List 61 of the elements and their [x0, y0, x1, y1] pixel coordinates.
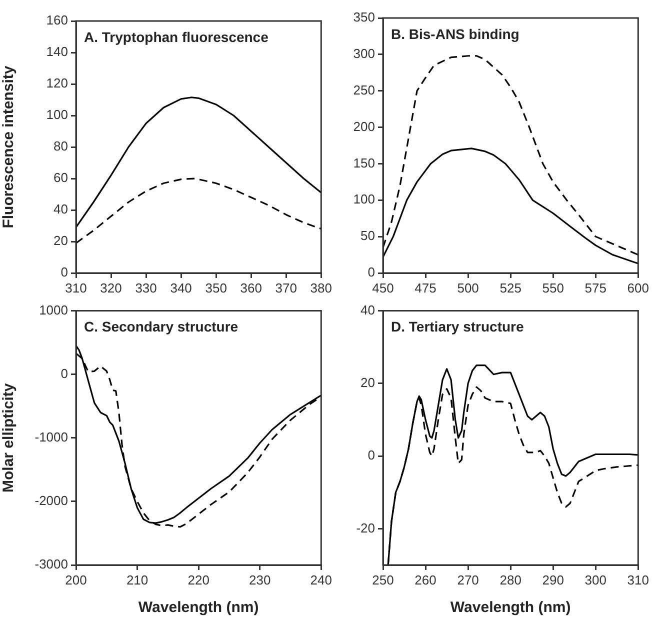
x-tick-label: 270 [457, 572, 479, 588]
x-tick-label: 230 [249, 572, 271, 588]
y-tick-label: 60 [54, 170, 68, 186]
x-tick-label: 310 [65, 280, 87, 296]
y-tick-label: -3000 [34, 556, 68, 572]
x-tick-label: 360 [240, 280, 262, 296]
y-tick-label: 1000 [39, 302, 68, 318]
y-tick-label: -2000 [34, 493, 68, 508]
y-tick-label: 40 [360, 302, 375, 318]
y-tick-label: 0 [368, 448, 375, 463]
x-tick-label: 350 [205, 280, 227, 296]
y-tick-label: 0 [60, 264, 68, 280]
text: B. Bis-ANS binding [391, 26, 520, 42]
x-tick-label: 340 [170, 280, 192, 296]
y-tick-label: 150 [353, 155, 375, 170]
x-tick-label: 380 [310, 280, 332, 296]
x-tick-label: 290 [542, 572, 564, 588]
y-axis-title: Molar ellipticity [0, 382, 18, 492]
y-axis-title: Fluorescence intensity [0, 65, 18, 228]
text: C. Secondary structure [84, 318, 238, 335]
y-tick-label: 350 [353, 10, 375, 25]
x-tick-label: 300 [584, 572, 606, 588]
line-series [76, 178, 322, 244]
line-series [383, 55, 638, 256]
x-tick-label: 320 [100, 280, 122, 296]
x-tick-label: 550 [542, 280, 564, 296]
y-tick-label: 300 [353, 46, 375, 62]
y-tick-label: 20 [360, 375, 375, 390]
x-tick-label: 330 [135, 280, 157, 296]
x-tick-label: 370 [275, 280, 297, 296]
x-tick-label: 450 [372, 280, 394, 296]
y-tick-label: 160 [46, 12, 68, 28]
y-tick-label: 250 [353, 82, 375, 98]
x-tick-label: 240 [310, 572, 332, 588]
y-tick-label: 40 [54, 202, 68, 217]
y-tick-label: 50 [360, 228, 375, 244]
text: D. Tertiary structure [391, 318, 524, 335]
y-tick-label: 0 [60, 366, 68, 381]
y-tick-label: -1000 [34, 429, 68, 444]
x-tick-label: 310 [627, 572, 650, 588]
x-tick-label: 280 [500, 572, 522, 588]
y-tick-label: 140 [46, 44, 68, 60]
x-tick-label: 525 [500, 280, 522, 296]
y-tick-label: 200 [353, 118, 375, 134]
y-tick-label: -20 [356, 520, 375, 536]
x-tick-label: 600 [627, 280, 650, 296]
y-tick-label: 20 [54, 233, 68, 248]
x-tick-label: 210 [126, 572, 148, 588]
y-tick-label: 100 [353, 192, 375, 207]
x-tick-label: 500 [457, 280, 479, 296]
x-tick-label: 575 [584, 280, 606, 296]
y-tick-label: 100 [46, 107, 68, 122]
y-tick-label: 0 [368, 264, 375, 280]
x-tick-label: 220 [188, 572, 210, 588]
x-tick-label: 475 [414, 280, 436, 296]
x-tick-label: 260 [414, 572, 436, 588]
y-tick-label: 80 [54, 138, 68, 154]
y-tick-label: 120 [46, 76, 68, 91]
x-axis-title: Wavelength (nm) [450, 599, 571, 616]
text: A. Tryptophan fluorescence [84, 28, 269, 45]
x-axis-title: Wavelength (nm) [138, 599, 259, 616]
